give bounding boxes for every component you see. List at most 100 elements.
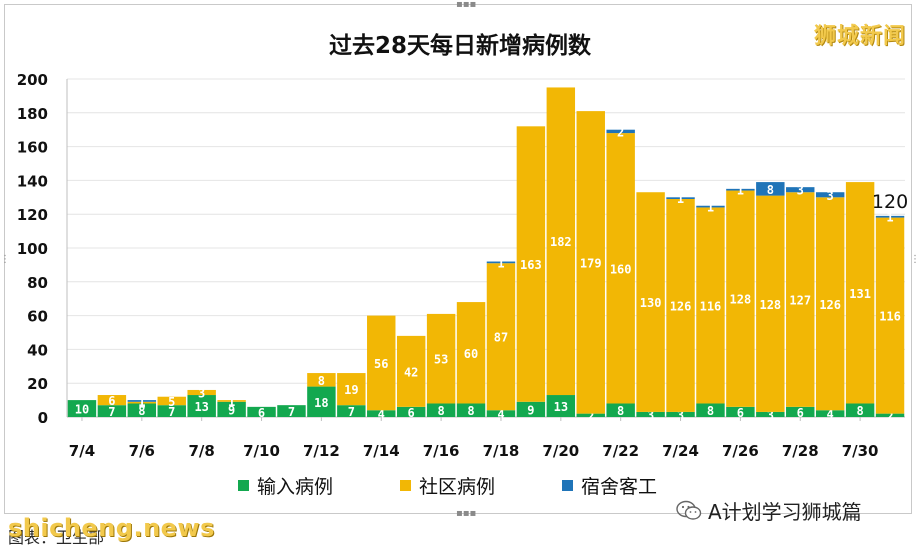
bar-segment [486, 261, 516, 264]
data-label: 3 [677, 408, 684, 422]
x-tick-label: 7/30 [842, 442, 879, 460]
data-label: 8 [437, 404, 444, 418]
data-label: 4 [497, 408, 504, 422]
y-tick-label: 40 [27, 341, 48, 359]
bar-segment [337, 373, 366, 406]
legend-item-community: 社区病例 [400, 472, 495, 499]
bar-segment [786, 406, 815, 417]
x-tick-label: 7/4 [69, 442, 95, 460]
bar-segment [875, 215, 905, 218]
bar-segment [337, 405, 366, 417]
data-label: 6 [737, 406, 744, 420]
bar-segment [636, 192, 665, 412]
legend-label-imported: 输入病例 [257, 476, 334, 498]
bar-segment [606, 133, 635, 404]
data-label: 3 [647, 408, 654, 422]
resize-handle-right[interactable]: ⋮ [910, 254, 920, 265]
bar-segment [756, 182, 785, 196]
watermark-logo-top: 狮城新闻 [813, 24, 906, 49]
data-label: 19 [344, 383, 358, 397]
bar-segment [726, 406, 755, 417]
data-label: 3 [198, 386, 205, 400]
data-label: 42 [404, 365, 418, 379]
data-label: 9 [228, 403, 235, 417]
data-label: 126 [819, 298, 841, 312]
bar-segment [247, 406, 276, 417]
data-label: 7 [288, 405, 295, 419]
data-label: 13 [194, 400, 208, 414]
legend-swatch-dormitory [562, 480, 573, 491]
data-label: 8 [707, 404, 714, 418]
x-tick-label: 7/14 [363, 442, 400, 460]
bar-segment [845, 182, 875, 404]
bar-segment [187, 395, 216, 417]
bar-segment [307, 373, 336, 387]
legend-item-imported: 输入病例 [238, 472, 333, 499]
x-tick-label: 7/18 [483, 442, 520, 460]
x-tick-label: 7/22 [602, 442, 639, 460]
data-label: 7 [108, 405, 115, 419]
data-label: 10 [75, 403, 89, 417]
bar-segment [606, 403, 635, 417]
bar-segment [217, 400, 246, 402]
y-tick-label: 0 [38, 409, 48, 427]
bar-segment [486, 263, 516, 411]
y-tick-label: 20 [27, 375, 48, 393]
x-tick-label: 7/20 [542, 442, 579, 460]
bar-segment [157, 405, 186, 417]
bar-segment [815, 410, 845, 417]
data-label: 127 [789, 294, 811, 308]
x-tick-label: 7/8 [188, 442, 214, 460]
data-label: 2 [587, 409, 594, 423]
bar-segment [456, 403, 486, 417]
legend-swatch-imported [238, 480, 249, 491]
bar-segment [576, 413, 605, 417]
data-label: 6 [108, 394, 115, 408]
y-tick-label: 200 [17, 71, 48, 89]
bar-segment [516, 401, 546, 417]
bar-segment [666, 197, 695, 199]
data-label: 163 [520, 258, 542, 272]
bar-segment [696, 207, 725, 404]
x-tick-label: 7/26 [722, 442, 759, 460]
data-label: 179 [580, 256, 602, 270]
y-tick-label: 160 [17, 139, 48, 157]
data-label: 6 [797, 406, 804, 420]
bar-segment [486, 410, 516, 417]
resize-handle-bottom[interactable]: ▪▪▪ [456, 508, 477, 519]
bar-segment [127, 400, 157, 402]
chart-title: 过去28天每日新增病例数 [328, 33, 591, 59]
data-label: 2 [617, 125, 624, 139]
bar-segment [396, 406, 426, 417]
data-label: 8 [856, 404, 863, 418]
data-label: 3 [827, 189, 834, 203]
legend-label-dormitory: 宿舍客工 [581, 476, 658, 498]
wechat-account-label: A计划学习狮城篇 [676, 496, 862, 525]
resize-handle-top[interactable]: ▪▪▪ [456, 0, 477, 10]
wechat-account-name: A计划学习狮城篇 [708, 500, 862, 524]
resize-handle-left[interactable]: ⋮ [0, 254, 10, 265]
y-tick-label: 60 [27, 308, 48, 326]
bar-segment [396, 335, 426, 407]
data-label: 1 [138, 397, 145, 411]
data-label: 56 [374, 357, 388, 371]
x-tick-label: 7/10 [243, 442, 280, 460]
data-label: 2 [886, 409, 893, 423]
data-label: 116 [879, 310, 901, 324]
data-label: 128 [730, 293, 752, 307]
data-label: 60 [464, 347, 478, 361]
bar-segment [786, 187, 815, 193]
data-label: 6 [408, 406, 415, 420]
bar-segment [636, 411, 665, 417]
bar-segment [875, 217, 905, 414]
bar-segment [666, 198, 695, 412]
data-label: 3 [797, 184, 804, 198]
legend-label-community: 社区病例 [419, 476, 496, 498]
wechat-icon [676, 500, 702, 520]
data-label: 4 [827, 408, 834, 422]
bar-segment [97, 395, 127, 406]
data-label: 1 [138, 395, 145, 409]
bar-segment [187, 389, 216, 396]
data-label: 1 [228, 395, 235, 409]
x-tick-label: 7/12 [303, 442, 340, 460]
